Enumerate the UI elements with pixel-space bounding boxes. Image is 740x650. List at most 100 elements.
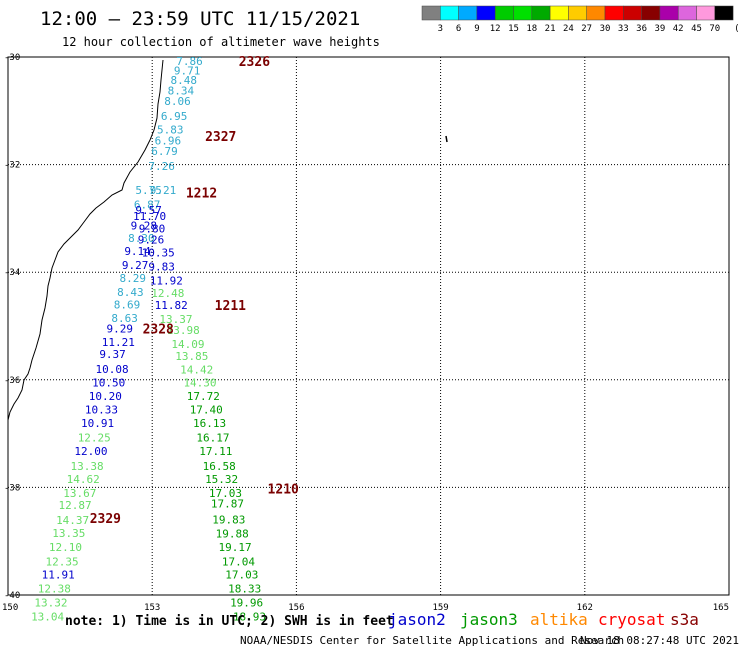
lon-tick-label: 156 (288, 603, 304, 613)
wave-height-value: 13.32 (34, 597, 67, 610)
wave-height-value: 6.87 (134, 198, 161, 211)
lat-tick-label: -40 (4, 591, 20, 601)
lon-tick-label: 162 (577, 603, 593, 613)
wave-height-value: 8.30 (128, 232, 155, 245)
lat-tick-label: -32 (4, 161, 20, 171)
footer-credit: NOAA/NESDIS Center for Satellite Applica… (240, 634, 624, 647)
pass-id-label: 2327 (205, 130, 236, 145)
wave-height-value: 7.26 (148, 160, 175, 173)
colorbar-label: 33 (618, 24, 629, 34)
wave-height-value: 8.48 (170, 74, 197, 87)
colorbar-swatch (641, 5, 661, 21)
colorbar-unit: (ft) (734, 24, 740, 34)
colorbar-label: 18 (526, 24, 537, 34)
colorbar-label: 6 (456, 24, 461, 34)
wave-height-value: 12.25 (78, 431, 111, 444)
wave-height-value: 5.83 (157, 124, 184, 137)
lat-tick-label: -36 (4, 376, 20, 386)
colorbar-label: 24 (563, 24, 574, 34)
lat-lon-grid (8, 57, 729, 595)
wave-height-value: 13.85 (175, 350, 208, 363)
wave-height-value: 10.08 (95, 363, 128, 376)
wave-height-value: 14.09 (171, 338, 204, 351)
wave-height-value: 13.38 (70, 460, 103, 473)
colorbar-swatch (677, 5, 697, 21)
satellite-legend-item: s3a (670, 610, 699, 629)
lon-tick-label: 150 (2, 603, 18, 613)
colorbar-swatch (440, 5, 459, 21)
colorbar-swatch (476, 5, 496, 21)
wave-height-value: 12.10 (49, 541, 82, 554)
wave-height-value: 12.48 (151, 287, 184, 300)
wave-height-value: 11.21 (102, 336, 135, 349)
wave-height-value: 10.50 (92, 376, 125, 389)
wave-height-value: 9.14 (124, 245, 151, 258)
lon-tick-label: 159 (432, 603, 448, 613)
wave-height-value: 8.29 (120, 272, 147, 285)
wave-height-value: 17.87 (211, 498, 244, 511)
satellite-legend-item: jason3 (460, 610, 518, 629)
colorbar-swatch (421, 5, 441, 21)
wave-height-value: 7.86 (176, 55, 203, 68)
longitude-labels: 150 153 156 159 162 165 (2, 603, 729, 613)
colorbar-label: 15 (508, 24, 519, 34)
wave-height-value: 10.20 (89, 390, 122, 403)
wave-height-value: 18.33 (228, 583, 261, 596)
colorbar-label: 39 (654, 24, 665, 34)
wave-height-value: 14.37 (56, 514, 89, 527)
wave-height-value: 8.69 (114, 298, 141, 311)
colorbar-label: 27 (581, 24, 592, 34)
lat-tick-label: -30 (4, 53, 20, 63)
wave-height-value: 17.04 (222, 556, 255, 569)
wave-height-value: 9.83 (148, 260, 175, 273)
wave-height-value: 12.35 (45, 556, 78, 569)
colorbar-label: 30 (600, 24, 611, 34)
pass-id-label: 2326 (239, 55, 270, 70)
wave-height-value: 14.42 (180, 364, 213, 377)
wave-height-value: 6.95 (161, 110, 188, 123)
wave-height-value: 16.13 (193, 417, 226, 430)
latitude-labels: -30 -32 -34 -36 -38 -40 (4, 53, 20, 601)
lon-tick-label: 165 (713, 603, 729, 613)
satellite-legend-item: altika (530, 610, 588, 629)
wave-height-value: 8.34 (168, 84, 195, 97)
observations-layer: 7.869.718.488.348.06 6.955.836.966.79 7.26… (31, 55, 266, 624)
wave-height-value: 19.83 (212, 514, 245, 527)
colorbar-label: 12 (490, 24, 501, 34)
page-title: 12:00 — 23:59 UTC 11/15/2021 (40, 8, 360, 30)
pass-id-label: 2328 (143, 323, 174, 338)
wave-height-value: 16.58 (203, 460, 236, 473)
wave-height-value: 9.29 (107, 323, 134, 336)
wave-height-value: 9.26 (138, 233, 165, 246)
wave-height-value: 17.72 (187, 390, 220, 403)
wave-height-value: 17.40 (190, 403, 223, 416)
wave-height-value: 11.91 (42, 569, 75, 582)
pass-labels-layer: 2326 2327 1212 1211 2328 1210 2329 (90, 55, 299, 527)
colorbar-label: 45 (691, 24, 702, 34)
wave-height-value: 9.21 (150, 184, 177, 197)
wave-height-value: 10.33 (85, 403, 118, 416)
wave-height-value: 11.82 (155, 299, 188, 312)
wave-height-value: 11.92 (150, 274, 183, 287)
colorbar-swatch (513, 5, 533, 21)
pass-id-label: 1212 (186, 187, 217, 202)
colorbar-label: 42 (673, 24, 684, 34)
colorbar-label: 21 (545, 24, 556, 34)
wave-height-value: 9.37 (99, 348, 126, 361)
wave-height-value: 19.17 (219, 541, 252, 554)
colorbar-swatch (531, 5, 551, 21)
wave-height-value: 11.70 (133, 210, 166, 223)
satellite-legend-item: jason2 (388, 610, 446, 629)
wave-height-value: 9.28 (131, 219, 158, 232)
colorbar-label: 3 (438, 24, 443, 34)
satellite-legend-item: cryosat (598, 610, 665, 629)
wave-height-value: 5.75 (135, 184, 162, 197)
wave-height-value: 14.62 (67, 473, 100, 486)
wave-height-value: 10.91 (81, 417, 114, 430)
colorbar-swatch (586, 5, 606, 21)
wave-height-value: 17.03 (225, 569, 258, 582)
wave-height-value: 12.87 (58, 499, 91, 512)
colorbar-swatch (659, 5, 679, 21)
map-frame (7, 56, 730, 596)
